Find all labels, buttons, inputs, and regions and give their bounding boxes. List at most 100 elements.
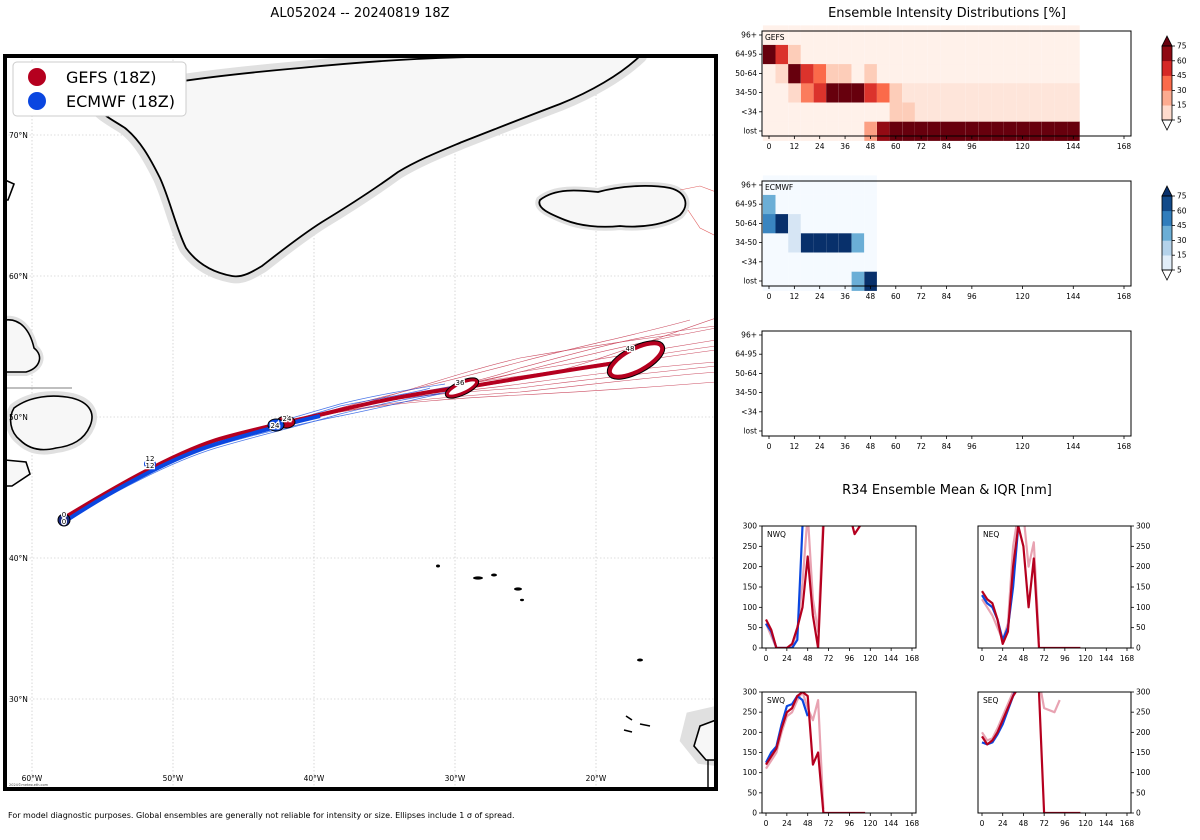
colorbar-tick-label: 5 <box>1177 266 1182 275</box>
heatmap-cell <box>826 63 839 84</box>
heatmap-cell <box>826 252 839 272</box>
heatmap-cell <box>1003 63 1017 84</box>
r34-ytick-label: 200 <box>743 728 758 737</box>
heatmap-cell <box>877 83 890 103</box>
heatmap-xtick-label: 12 <box>790 442 800 451</box>
heatmap-cell <box>902 44 915 65</box>
heatmap-xtick-label: 48 <box>866 292 876 301</box>
r34-ytick-label: 250 <box>1136 542 1151 551</box>
r34-plot-area <box>764 526 862 648</box>
heatmap-cell <box>762 25 776 45</box>
heatmap-cell <box>991 44 1004 65</box>
heatmap-cell <box>877 44 890 65</box>
heatmap-cell <box>813 194 827 215</box>
heatmap-xtick-label: 96 <box>967 142 977 151</box>
r34-xtick-label: 144 <box>1099 819 1114 828</box>
heatmap-cell <box>864 83 877 103</box>
heatmap-ytick-label: <34 <box>741 257 757 266</box>
colorbar-tick-label: 60 <box>1177 206 1187 215</box>
heatmap-cell <box>864 102 877 122</box>
heatmap-cell <box>788 252 801 272</box>
heatmap-cell <box>762 63 776 84</box>
heatmap-cell <box>826 121 839 141</box>
heatmap-cell <box>800 44 814 65</box>
r34-ytick-label: 250 <box>743 708 758 717</box>
heatmap-xtick-label: 12 <box>790 292 800 301</box>
gefs-marker-48: 48 <box>626 345 635 353</box>
r34-xtick-label: 0 <box>764 654 769 663</box>
heatmap-xtick-label: 84 <box>942 142 952 151</box>
heatmap-cell <box>915 63 928 84</box>
heatmap-ytick-label: 64-95 <box>735 350 757 359</box>
heatmap-xtick-label: 96 <box>967 442 977 451</box>
colorbar-min-arrow <box>1161 119 1173 131</box>
heatmap-cell <box>965 25 979 45</box>
heatmap-cell <box>826 83 839 103</box>
heatmap-cell <box>788 233 801 253</box>
map-legend: GEFS (18Z) ECMWF (18Z) <box>12 61 187 117</box>
r34-ytick-label: 200 <box>1136 562 1151 571</box>
heatmap-cell <box>838 252 852 272</box>
heatmap-cell <box>1029 44 1042 65</box>
heatmap-cell <box>838 83 852 103</box>
heatmap-cell <box>800 83 814 103</box>
heatmap-ytick-label: 64-95 <box>735 200 757 209</box>
heatmap-cell <box>851 25 865 45</box>
r34-xtick-label: 144 <box>884 654 899 663</box>
colorbar-tick-label: 60 <box>1177 56 1187 65</box>
heatmap-cell <box>927 25 941 45</box>
r34-xtick-label: 72 <box>1039 654 1049 663</box>
colorbar-segment <box>1162 60 1172 76</box>
r34-xtick-label: 120 <box>1078 819 1093 828</box>
heatmap-cell <box>762 252 776 272</box>
heatmap-xtick-label: 0 <box>767 142 772 151</box>
colorbar-tick-label: 75 <box>1177 192 1187 201</box>
lat-label-30: 30°N <box>9 695 28 704</box>
heatmap-cell <box>940 102 953 122</box>
heatmap-cell <box>1003 44 1017 65</box>
heatmap-cell <box>800 194 814 215</box>
heatmap-ytick-label: 34-50 <box>735 88 757 97</box>
heatmap-cell <box>953 102 966 122</box>
lon-label-50: 50°W <box>163 774 184 783</box>
r34-ytick-label: 100 <box>743 603 758 612</box>
r34-xtick-label: 24 <box>998 819 1008 828</box>
heatmap-cell <box>927 63 941 84</box>
colorbar-tick-label: 45 <box>1177 71 1187 80</box>
heatmap-cell <box>826 213 839 234</box>
r34-xtick-label: 24 <box>782 819 792 828</box>
heatmap-cell <box>775 63 789 84</box>
r34-xtick-label: 120 <box>1078 654 1093 663</box>
heatmap-cell <box>889 44 903 65</box>
r34-title: R34 Ensemble Mean & IQR [nm] <box>842 483 1052 498</box>
heatmap-cell <box>864 175 877 195</box>
lon-label-20: 20°W <box>586 774 607 783</box>
colorbar-frame <box>1161 45 1173 121</box>
heatmap-cell <box>877 121 890 141</box>
heatmap-ytick-label: 34-50 <box>735 388 757 397</box>
heatmap-xtick-label: 60 <box>891 142 901 151</box>
heatmap-cell <box>762 83 776 103</box>
gefs-mean-track <box>62 358 637 520</box>
heatmap-cell <box>902 63 915 84</box>
r34-ytick-label: 250 <box>1136 708 1151 717</box>
ecmwf-intensity-heatmap: ECMWF lost <34 34-50 50-64 64-95 96+ 0 12 24 36 48 6… <box>735 175 1132 301</box>
lon-label-30: 30°W <box>445 774 466 783</box>
heatmap-xtick-label: 96 <box>967 292 977 301</box>
r34-xtick-label: 144 <box>1099 654 1114 663</box>
heatmap-cell <box>800 25 814 45</box>
storm-title: AL052024 -- 20240819 18Z <box>270 6 449 21</box>
heatmap-cell <box>877 63 890 84</box>
r34-ytick-label: 100 <box>1136 768 1151 777</box>
heatmap-cell <box>851 83 865 103</box>
heatmap-cell <box>851 252 865 272</box>
heatmap-cell <box>826 25 839 45</box>
r34-ytick-label: 100 <box>1136 603 1151 612</box>
heatmap-cell <box>965 83 979 103</box>
heatmap-cell <box>813 83 827 103</box>
heatmap-cell <box>813 44 827 65</box>
heatmap-cell <box>1016 63 1029 84</box>
r34-xtick-label: 0 <box>764 819 769 828</box>
heatmap-cell <box>1041 63 1055 84</box>
